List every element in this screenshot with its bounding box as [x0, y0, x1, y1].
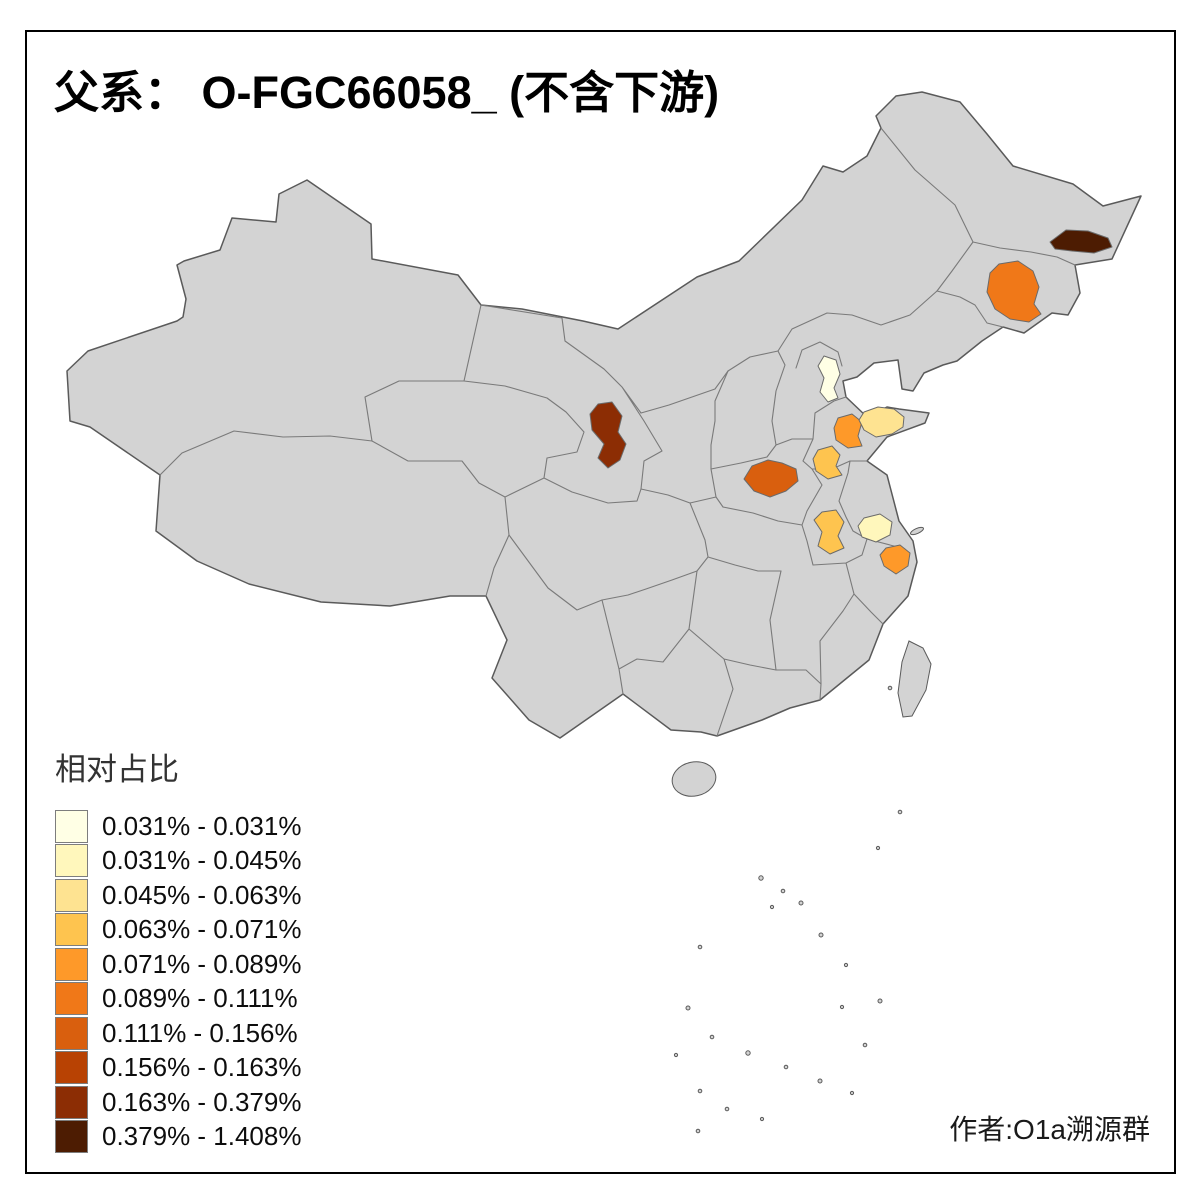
highlighted-regions [589, 229, 1113, 575]
legend-label: 0.031% - 0.031% [102, 810, 302, 841]
legend-item: 0.071% - 0.089% [55, 947, 301, 982]
province-border-northeast-china [936, 241, 1076, 328]
highlighted-region-2 [986, 260, 1042, 323]
legend-swatch [55, 844, 88, 878]
legend-label: 0.063% - 0.071% [102, 914, 302, 945]
legend-label: 0.156% - 0.163% [102, 1052, 302, 1083]
highlighted-region-10 [857, 513, 893, 543]
highlighted-region-6 [858, 406, 905, 438]
legend-item: 0.089% - 0.111% [55, 982, 301, 1017]
legend: 相对占比 0.031% - 0.031% 0.031% - 0.045% 0.0… [55, 744, 301, 1154]
island-dot [759, 1116, 765, 1122]
island-dot [817, 1078, 823, 1084]
island-dot [897, 809, 903, 815]
legend-item: 0.379% - 1.408% [55, 1120, 301, 1155]
island-dot [877, 998, 883, 1004]
island-dot [724, 1106, 730, 1112]
legend-swatch [55, 1051, 88, 1085]
island-dot [709, 1034, 715, 1040]
island-dot [758, 875, 764, 881]
highlighted-region-8 [743, 459, 799, 498]
attribution: 作者:O1a溯源群 [949, 1114, 1150, 1145]
legend-label: 0.379% - 1.408% [102, 1121, 302, 1152]
legend-swatch [55, 1016, 88, 1050]
legend-item: 0.031% - 0.045% [55, 844, 301, 879]
island-dot [875, 845, 881, 851]
chongming-island [910, 526, 924, 536]
legend-title: 相对占比 [55, 752, 179, 787]
legend-label: 0.031% - 0.045% [102, 845, 302, 876]
island-dot [839, 1004, 845, 1010]
legend-swatch [55, 1120, 88, 1154]
legend-swatch [55, 809, 88, 843]
island-dot [783, 1064, 789, 1070]
legend-item: 0.063% - 0.071% [55, 913, 301, 948]
island-dot [685, 1005, 691, 1011]
island-dot [818, 932, 824, 938]
hainan-island [671, 761, 717, 797]
legend-swatch [55, 1085, 88, 1119]
island-dot [745, 1050, 751, 1056]
island-dot [697, 944, 703, 950]
legend-item: 0.031% - 0.031% [55, 809, 301, 844]
island-dot [843, 962, 849, 968]
island-dot [697, 1088, 703, 1094]
island-dot [798, 900, 804, 906]
highlighted-region-7 [812, 445, 843, 480]
province-border-east-china [769, 460, 906, 701]
highlighted-region-5 [833, 413, 863, 449]
province-border-central-china [508, 488, 782, 611]
highlighted-region-9 [813, 509, 845, 555]
island-dot [780, 888, 786, 894]
legend-label: 0.111% - 0.156% [102, 1017, 298, 1048]
island-dot [887, 685, 893, 691]
island-dot [849, 1090, 855, 1096]
island-dot [673, 1052, 679, 1058]
legend-item: 0.156% - 0.163% [55, 1051, 301, 1086]
legend-swatch [55, 982, 88, 1016]
legend-item: 0.163% - 0.379% [55, 1085, 301, 1120]
legend-item: 0.045% - 0.063% [55, 878, 301, 913]
province-borders [159, 127, 1076, 737]
legend-swatch [55, 947, 88, 981]
highlighted-region-3 [589, 401, 627, 469]
legend-label: 0.089% - 0.111% [102, 983, 298, 1014]
legend-label: 0.071% - 0.089% [102, 948, 302, 979]
legend-label: 0.045% - 0.063% [102, 879, 302, 910]
legend-label: 0.163% - 0.379% [102, 1086, 302, 1117]
highlighted-region-4 [817, 355, 841, 403]
south-china-sea-islands [673, 685, 903, 1134]
province-border-northwest [159, 304, 663, 597]
island-dot [769, 904, 775, 910]
highlighted-region-11 [879, 544, 911, 575]
legend-item: 0.111% - 0.156% [55, 1016, 301, 1051]
islands-group [671, 526, 932, 1134]
province-border-inner-mongolia [640, 127, 974, 414]
legend-items: 0.031% - 0.031% 0.031% - 0.045% 0.045% -… [55, 809, 301, 1154]
province-border-south-china [601, 570, 777, 737]
taiwan-island [897, 640, 932, 718]
legend-swatch [55, 878, 88, 912]
legend-swatch [55, 913, 88, 947]
island-dot [695, 1128, 701, 1134]
page-title: 父系： O-FGC66058_ (不含下游) [54, 67, 720, 118]
highlighted-region-1 [1049, 229, 1113, 254]
island-dot [862, 1042, 868, 1048]
